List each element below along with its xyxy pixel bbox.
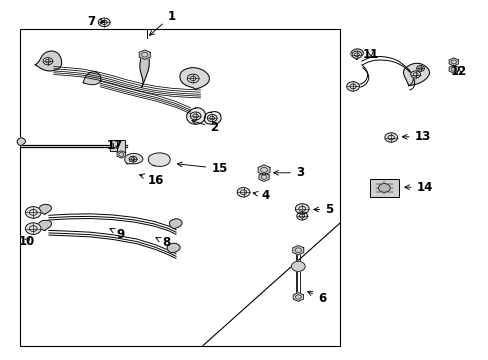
Text: 11: 11 bbox=[362, 48, 378, 61]
Polygon shape bbox=[140, 51, 149, 87]
Polygon shape bbox=[448, 58, 458, 66]
Circle shape bbox=[43, 58, 53, 65]
Circle shape bbox=[291, 261, 305, 271]
Bar bbox=[20, 29, 339, 346]
Circle shape bbox=[237, 188, 249, 197]
Text: 6: 6 bbox=[307, 291, 325, 305]
Polygon shape bbox=[403, 63, 428, 86]
Circle shape bbox=[351, 51, 361, 58]
Circle shape bbox=[129, 156, 137, 162]
Polygon shape bbox=[35, 51, 61, 71]
Text: 12: 12 bbox=[450, 65, 466, 78]
Text: 7: 7 bbox=[87, 15, 104, 28]
Polygon shape bbox=[169, 219, 182, 229]
Polygon shape bbox=[17, 138, 25, 146]
Circle shape bbox=[384, 133, 397, 142]
Circle shape bbox=[295, 204, 308, 214]
Polygon shape bbox=[148, 153, 170, 166]
Text: 16: 16 bbox=[139, 174, 163, 186]
Polygon shape bbox=[180, 68, 209, 89]
Polygon shape bbox=[350, 49, 363, 59]
Polygon shape bbox=[186, 108, 205, 124]
Text: 17: 17 bbox=[106, 139, 122, 152]
Text: 14: 14 bbox=[404, 181, 432, 194]
Polygon shape bbox=[258, 165, 269, 175]
Circle shape bbox=[416, 66, 424, 71]
Bar bbox=[369, 179, 398, 197]
Text: 4: 4 bbox=[253, 189, 269, 202]
Circle shape bbox=[25, 207, 41, 218]
Circle shape bbox=[378, 184, 389, 192]
Polygon shape bbox=[117, 151, 125, 158]
Polygon shape bbox=[259, 173, 268, 181]
Polygon shape bbox=[139, 50, 150, 59]
Text: 10: 10 bbox=[19, 235, 35, 248]
Circle shape bbox=[98, 18, 110, 27]
Polygon shape bbox=[293, 293, 303, 301]
Circle shape bbox=[346, 82, 359, 91]
Polygon shape bbox=[124, 153, 142, 164]
Text: 3: 3 bbox=[273, 166, 304, 179]
Circle shape bbox=[25, 223, 41, 234]
Polygon shape bbox=[167, 243, 180, 253]
Polygon shape bbox=[39, 204, 51, 214]
Circle shape bbox=[296, 212, 307, 220]
Text: 8: 8 bbox=[156, 237, 170, 249]
Polygon shape bbox=[109, 140, 117, 151]
Polygon shape bbox=[204, 112, 221, 124]
Text: 2: 2 bbox=[191, 120, 218, 134]
Polygon shape bbox=[117, 140, 125, 151]
Circle shape bbox=[190, 112, 201, 120]
Polygon shape bbox=[39, 220, 51, 230]
Polygon shape bbox=[292, 246, 303, 255]
Polygon shape bbox=[83, 72, 101, 85]
Circle shape bbox=[187, 74, 199, 83]
Text: 9: 9 bbox=[110, 228, 124, 240]
Circle shape bbox=[410, 71, 420, 78]
Circle shape bbox=[207, 114, 217, 122]
Polygon shape bbox=[448, 65, 458, 73]
Text: 13: 13 bbox=[402, 130, 430, 143]
Text: 5: 5 bbox=[313, 203, 333, 216]
Text: 15: 15 bbox=[177, 162, 227, 175]
Text: 1: 1 bbox=[149, 10, 175, 35]
